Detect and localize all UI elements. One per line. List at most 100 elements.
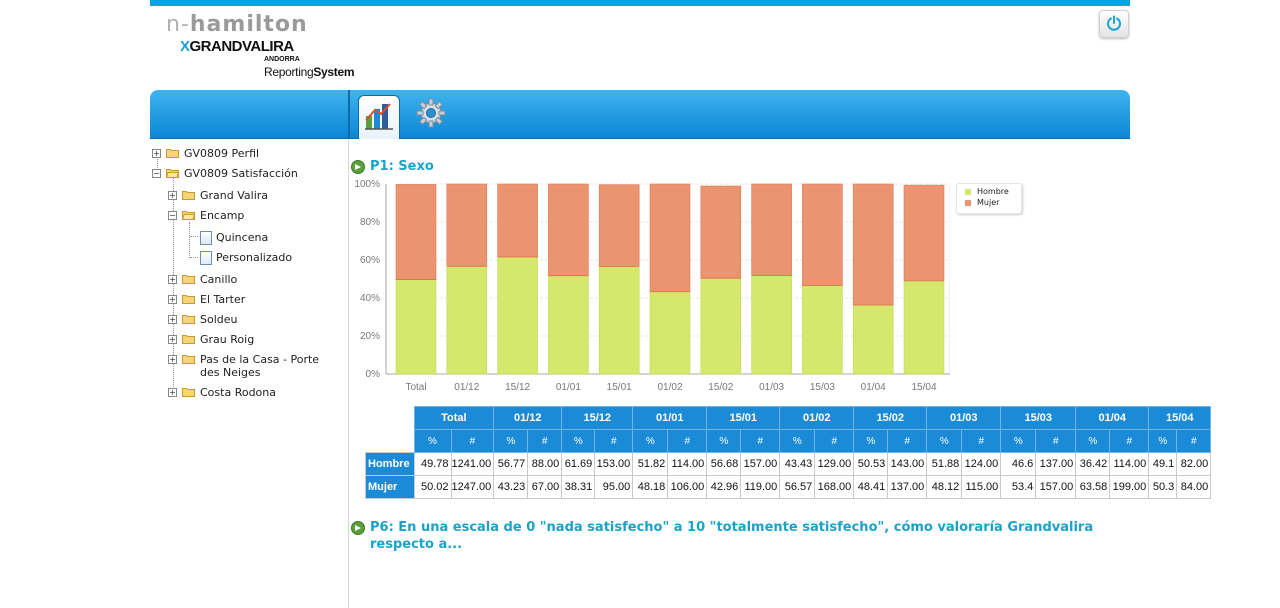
- bar-segment-mujer[interactable]: [700, 185, 742, 279]
- bar-segment-hombre[interactable]: [395, 279, 437, 375]
- bar-segment-hombre[interactable]: [802, 285, 843, 375]
- legend-label: Mujer: [977, 198, 1000, 207]
- tree-toggle[interactable]: +: [168, 355, 177, 364]
- tree-item-label: Pas de la Casa - Porte: [200, 353, 320, 366]
- bar-segment-hombre[interactable]: [700, 277, 742, 375]
- column-header: 15/12: [561, 406, 634, 430]
- folder-open-icon: [182, 211, 195, 220]
- bar-segment-hombre[interactable]: [903, 280, 945, 375]
- table-cell: 56.77: [493, 452, 529, 476]
- tree-item-label: Grand Valira: [200, 189, 269, 202]
- bar-segment-hombre[interactable]: [751, 275, 792, 375]
- table-cell: 119.00: [740, 475, 781, 499]
- subheader-percent: %: [779, 429, 816, 453]
- x-tick-label: Total: [405, 382, 426, 393]
- y-tick-label: 60%: [360, 255, 380, 266]
- document-icon: [200, 251, 212, 265]
- bar-segment-mujer[interactable]: [903, 184, 945, 282]
- table-cell: 84.00: [1176, 475, 1212, 499]
- column-header: Total: [413, 406, 495, 430]
- tree-item-label-line2: des Neiges: [200, 366, 261, 379]
- subheader-count: #: [594, 429, 634, 453]
- section-title-p1[interactable]: P1: Sexo: [370, 159, 434, 174]
- bar-segment-mujer[interactable]: [802, 183, 843, 286]
- table-corner: [365, 429, 414, 453]
- table-cell: 88.00: [527, 452, 563, 476]
- bar-segment-mujer[interactable]: [446, 183, 488, 267]
- product-name-b: System: [313, 65, 355, 79]
- subheader-count: #: [450, 429, 495, 453]
- table-cell: 137.00: [1035, 452, 1077, 476]
- y-tick-label: 20%: [360, 331, 380, 342]
- section-title-p6[interactable]: P6: En una escala de 0 "nada satisfecho"…: [370, 519, 1093, 553]
- tree-toggle[interactable]: +: [168, 275, 177, 284]
- tree-toggle[interactable]: +: [168, 295, 177, 304]
- tab-reports[interactable]: [358, 95, 400, 139]
- bar-segment-hombre[interactable]: [497, 256, 538, 375]
- column-header: 01/04: [1075, 406, 1150, 430]
- table-cell: 82.00: [1176, 452, 1212, 476]
- bar-segment-hombre[interactable]: [852, 304, 894, 375]
- tree-toggle[interactable]: +: [168, 191, 177, 200]
- chart-bars: [395, 183, 945, 375]
- tree-connector: [157, 154, 158, 174]
- table-cell: 48.18: [632, 475, 669, 499]
- bar-segment-mujer[interactable]: [395, 184, 437, 280]
- table-cell: 199.00: [1109, 475, 1150, 499]
- tree-connector: [190, 236, 198, 237]
- sidebar-tree: + GV0809 Perfil − GV0809 Satisfacción + …: [150, 140, 349, 608]
- product-name: ReportingSystem: [264, 65, 355, 79]
- subheader-count: #: [961, 429, 1002, 453]
- tree-toggle[interactable]: +: [168, 335, 177, 344]
- tree-item-label: Personalizado: [216, 251, 293, 264]
- subheader-percent: %: [853, 429, 889, 453]
- table-cell: 95.00: [594, 475, 634, 499]
- brand-name: XGRANDVALIRA: [180, 38, 294, 55]
- bar-segment-hombre[interactable]: [649, 291, 691, 375]
- bar-segment-mujer[interactable]: [548, 183, 589, 276]
- tree-item-label: Canillo: [200, 273, 238, 286]
- subheader-count: #: [887, 429, 928, 453]
- green-arrow-icon: [351, 521, 365, 535]
- table-cell: 49.1: [1148, 452, 1178, 476]
- tab-settings[interactable]: [416, 98, 446, 128]
- table-cell: 153.00: [594, 452, 634, 476]
- column-header: 01/02: [779, 406, 855, 430]
- green-arrow-icon: [351, 160, 365, 174]
- bar-segment-hombre[interactable]: [548, 275, 589, 375]
- tree-toggle[interactable]: +: [152, 149, 161, 158]
- logout-button[interactable]: [1099, 10, 1129, 38]
- brand-sub: ANDORRA: [264, 56, 300, 63]
- tree-toggle[interactable]: −: [152, 169, 161, 178]
- subheader-percent: %: [1000, 429, 1037, 453]
- y-tick-label: 100%: [354, 179, 380, 190]
- table-cell: 1241.00: [450, 452, 495, 476]
- bar-segment-mujer[interactable]: [649, 183, 691, 292]
- row-header: Mujer: [365, 475, 415, 499]
- table-cell: 48.41: [853, 475, 889, 499]
- bar-segment-mujer[interactable]: [751, 183, 792, 276]
- table-subheader-row: % #% #% #% #% #% #% #% #% #% #% #: [365, 429, 1212, 453]
- folder-icon: [182, 191, 195, 200]
- tree-toggle[interactable]: +: [168, 388, 177, 397]
- bar-segment-hombre[interactable]: [446, 265, 488, 375]
- x-tick-label: 01/02: [657, 382, 682, 393]
- table-cell: 56.57: [779, 475, 816, 499]
- tree-connector: [189, 222, 190, 258]
- tree-toggle[interactable]: −: [168, 211, 177, 220]
- tree-toggle[interactable]: +: [168, 315, 177, 324]
- bar-segment-hombre[interactable]: [598, 266, 640, 375]
- toolbar-divider: [348, 90, 350, 138]
- y-tick-label: 0%: [366, 369, 381, 380]
- bar-segment-mujer[interactable]: [598, 184, 640, 267]
- bar-segment-mujer[interactable]: [497, 183, 538, 258]
- table-corner: [365, 406, 414, 430]
- x-tick-label: 01/03: [759, 382, 784, 393]
- table-cell: 51.88: [926, 452, 963, 476]
- bar-segment-mujer[interactable]: [852, 183, 894, 306]
- column-header: 15/03: [1000, 406, 1077, 430]
- legend-swatch: [965, 189, 971, 195]
- subheader-percent: %: [413, 429, 452, 453]
- table-cell: 157.00: [1035, 475, 1077, 499]
- table-cell: 43.23: [493, 475, 529, 499]
